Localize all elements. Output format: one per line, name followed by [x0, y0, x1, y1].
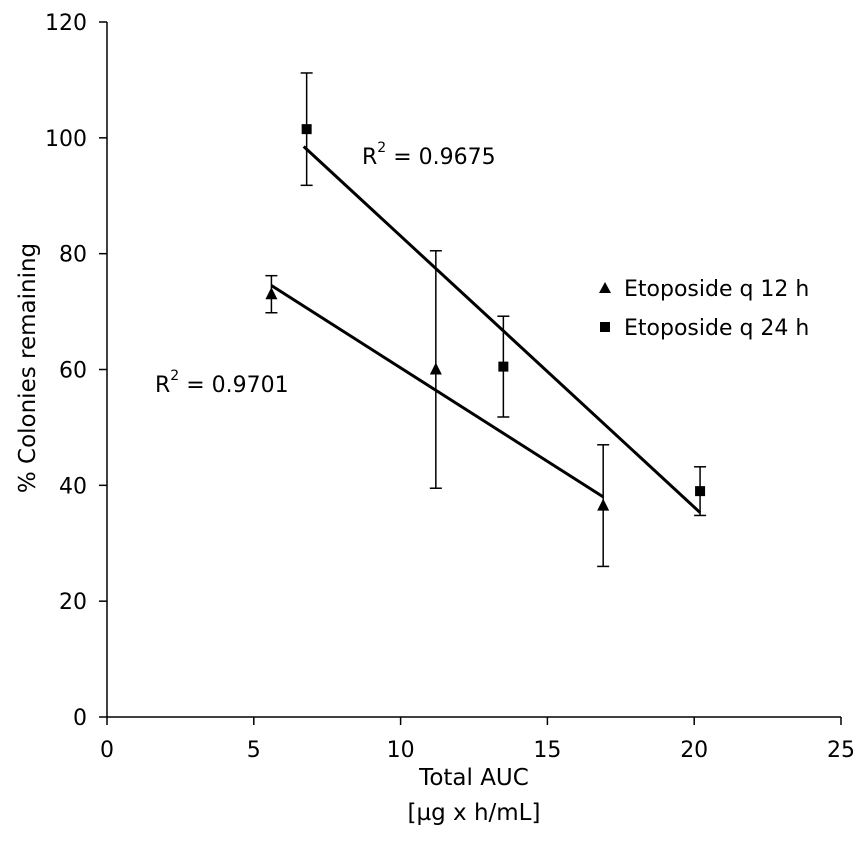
- x-tick-label: 15: [533, 738, 561, 763]
- r2-label-q24: R2 = 0.9675: [362, 140, 496, 170]
- trendlines: [270, 145, 702, 514]
- data-point-triangle: [265, 287, 278, 300]
- x-axis-title-line2: [µg x h/mL]: [408, 800, 541, 826]
- trendline-q24: [302, 145, 702, 514]
- legend-item-q12: Etoposide q 12 h: [599, 277, 809, 302]
- legend: Etoposide q 12 h Etoposide q 24 h: [599, 277, 809, 341]
- y-tick-label: 0: [73, 706, 87, 731]
- data-point-square: [498, 361, 509, 372]
- legend-square-marker: [600, 322, 610, 332]
- legend-label-q24: Etoposide q 24 h: [624, 316, 809, 341]
- y-tick-label: 60: [59, 359, 87, 384]
- y-tick-label: 100: [45, 127, 87, 152]
- legend-triangle-marker: [599, 282, 611, 293]
- x-axis-title-line1: Total AUC: [418, 765, 529, 791]
- trendline-q12: [270, 284, 604, 499]
- axes: [106, 22, 841, 718]
- y-ticks: 0 20 40 60 80 100 120: [45, 11, 107, 731]
- markers: [265, 124, 706, 511]
- x-ticks: 0 5 10 15 20 25: [100, 717, 855, 763]
- data-point-square: [301, 124, 312, 135]
- y-tick-label: 80: [59, 243, 87, 268]
- y-tick-label: 40: [59, 474, 87, 499]
- data-point-triangle: [597, 498, 610, 511]
- x-tick-label: 0: [100, 738, 114, 763]
- x-tick-label: 20: [680, 738, 708, 763]
- y-tick-label: 20: [59, 590, 87, 615]
- legend-item-q24: Etoposide q 24 h: [600, 316, 809, 341]
- y-tick-label: 120: [45, 11, 87, 36]
- x-tick-label: 5: [247, 738, 261, 763]
- data-point-triangle: [429, 362, 442, 375]
- x-tick-label: 10: [387, 738, 415, 763]
- x-tick-label: 25: [827, 738, 855, 763]
- legend-label-q12: Etoposide q 12 h: [624, 277, 809, 302]
- data-point-square: [695, 486, 706, 497]
- y-axis-title: % Colonies remaining: [15, 243, 41, 493]
- r2-label-q12: R2 = 0.9701: [155, 368, 289, 398]
